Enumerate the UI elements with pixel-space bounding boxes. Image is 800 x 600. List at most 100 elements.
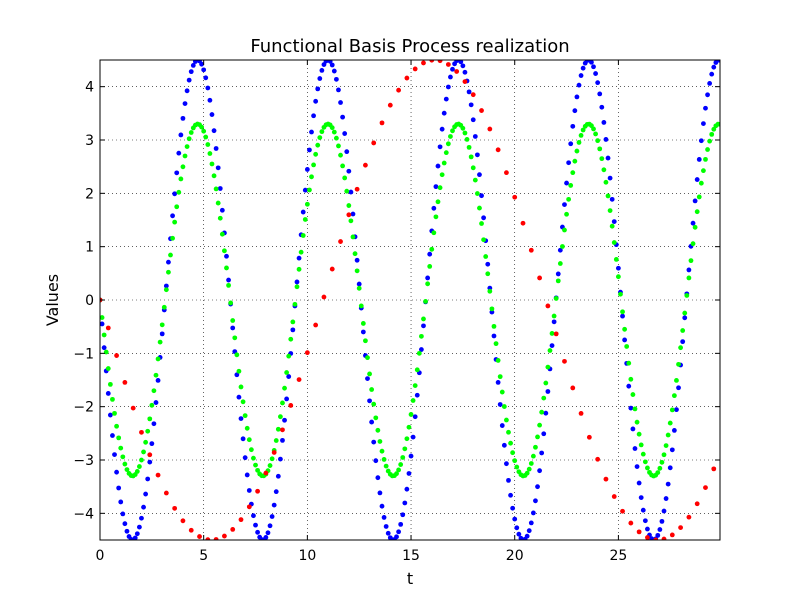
series-2-point — [609, 223, 615, 229]
series-2-point — [120, 454, 126, 460]
series-2-point — [605, 193, 611, 199]
series-2-point — [512, 458, 518, 464]
series-2-point — [329, 125, 335, 131]
series-2-point — [118, 445, 124, 451]
series-3-point — [421, 60, 426, 66]
series-1-point — [628, 405, 634, 411]
series-1-point — [151, 421, 157, 427]
series-1-point — [564, 180, 569, 186]
series-1-point — [566, 160, 572, 166]
series-2-point — [705, 147, 710, 152]
series-2-point — [595, 138, 601, 144]
series-1-point — [578, 73, 584, 78]
series-1-point — [100, 321, 105, 327]
series-1-point — [385, 530, 391, 536]
series-2-point — [207, 151, 213, 156]
series-1-point — [116, 485, 122, 491]
series-2-point — [429, 246, 435, 252]
series-1-point — [230, 325, 236, 331]
series-3-point — [512, 194, 518, 200]
series-2-point — [286, 353, 292, 359]
series-2-point — [398, 462, 404, 467]
series-2-point — [350, 234, 356, 240]
series-1-point — [460, 63, 466, 69]
series-1-point — [149, 441, 155, 447]
series-1-point — [329, 62, 335, 68]
series-1-point — [344, 149, 350, 155]
series-2-point — [188, 130, 194, 135]
series-1-point — [400, 512, 406, 518]
series-2-point — [576, 140, 582, 145]
series-3-point — [338, 239, 343, 244]
series-2-point — [479, 221, 484, 226]
series-1-point — [516, 531, 522, 537]
series-1-point — [709, 71, 715, 77]
series-1-point — [265, 530, 271, 536]
series-1-point — [634, 464, 640, 469]
x-tick-label: 15 — [402, 548, 420, 564]
series-1-point — [178, 132, 184, 138]
series-2-point — [591, 126, 596, 132]
series-1-point — [632, 446, 638, 451]
series-1-point — [147, 459, 153, 465]
series-2-point — [404, 436, 410, 442]
series-3-point — [636, 529, 642, 535]
series-3-point — [230, 527, 236, 532]
series-1-point — [213, 146, 219, 151]
series-2-point — [244, 425, 250, 431]
series-1-point — [611, 219, 617, 225]
series-2-point — [526, 466, 532, 472]
series-1-point — [290, 327, 296, 333]
series-1-point — [607, 175, 613, 181]
series-2-point — [655, 470, 661, 476]
series-1-point — [545, 389, 551, 394]
series-1-point — [512, 516, 518, 522]
series-1-point — [373, 458, 379, 464]
series-3-point — [321, 294, 327, 300]
series-2-point — [211, 173, 217, 179]
series-1-point — [236, 394, 242, 400]
series-2-point — [470, 165, 476, 171]
series-2-point — [419, 333, 424, 339]
series-2-point — [255, 467, 260, 473]
series-1-point — [404, 486, 410, 492]
series-2-point — [497, 374, 503, 380]
series-3-point — [346, 212, 352, 218]
series-2-point — [692, 224, 698, 230]
series-1-point — [499, 423, 505, 428]
series-1-point — [224, 253, 229, 259]
series-2-point — [634, 419, 640, 425]
series-3-point — [603, 476, 609, 482]
series-2-point — [638, 442, 644, 448]
series-1-point — [139, 515, 144, 521]
series-2-point — [228, 300, 234, 306]
series-1-point — [282, 417, 287, 423]
series-1-point — [207, 97, 213, 103]
series-2-point — [545, 364, 551, 370]
series-1-point — [145, 476, 151, 482]
series-1-point — [377, 490, 383, 496]
series-1-point — [655, 532, 661, 538]
series-1-point — [394, 534, 399, 540]
series-2-point — [180, 164, 186, 170]
series-2-point — [251, 455, 256, 461]
series-1-point — [120, 511, 126, 517]
series-3-point — [661, 536, 667, 540]
series-2-point — [400, 455, 406, 460]
series-1-point — [184, 88, 190, 94]
series-2-point — [203, 134, 209, 140]
series-1-point — [141, 504, 146, 510]
series-1-point — [570, 123, 576, 129]
y-tick-label: 0 — [85, 293, 94, 309]
series-2-point — [437, 185, 443, 191]
series-1-point — [219, 207, 225, 213]
series-1-point — [425, 275, 431, 281]
series-1-point — [284, 396, 290, 402]
series-1-point — [267, 523, 273, 529]
series-1-point — [286, 374, 292, 379]
chart-title: Functional Basis Process realization — [250, 36, 569, 57]
series-3-point — [620, 508, 625, 514]
series-3-point — [445, 62, 451, 67]
series-1-point — [572, 108, 578, 114]
series-1-point — [244, 472, 250, 478]
